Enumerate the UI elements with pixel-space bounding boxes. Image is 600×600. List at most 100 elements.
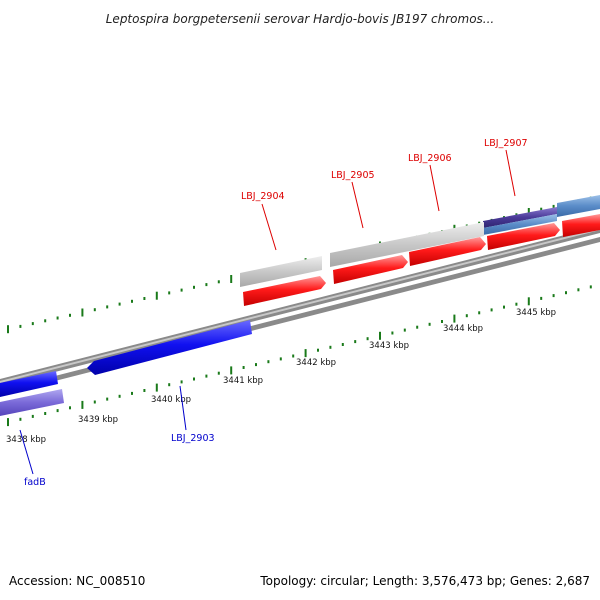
gene-label-LBJ_2905: LBJ_2905 bbox=[331, 170, 375, 181]
scale-label: 3443 kbp bbox=[369, 341, 409, 351]
major-tick bbox=[527, 297, 530, 306]
gene-arrow-LBJ_2905 bbox=[333, 255, 408, 284]
minor-tick bbox=[366, 337, 369, 341]
minor-tick bbox=[93, 308, 96, 312]
minor-tick bbox=[217, 371, 220, 375]
minor-tick bbox=[193, 285, 195, 289]
minor-tick bbox=[490, 308, 493, 312]
minor-tick bbox=[118, 302, 121, 306]
gene-label-fadB: fadB bbox=[24, 477, 46, 488]
minor-tick bbox=[465, 314, 468, 318]
map-title: Leptospira borgpetersenii serovar Hardjo… bbox=[106, 12, 495, 26]
minor-tick bbox=[205, 374, 208, 378]
gene-arrow-LBJ_2906 bbox=[409, 237, 486, 266]
minor-tick bbox=[19, 324, 22, 328]
gene-arrow-LBJ_2907 bbox=[487, 223, 560, 250]
minor-tick bbox=[341, 343, 344, 346]
gene-feature-purple bbox=[483, 207, 557, 228]
minor-tick bbox=[205, 283, 208, 287]
minor-tick bbox=[93, 400, 96, 404]
minor-tick bbox=[403, 328, 406, 332]
minor-tick bbox=[143, 389, 146, 392]
gene-arrow-LBJ_2903 bbox=[87, 320, 252, 375]
feature-row-gray bbox=[240, 222, 484, 287]
minor-tick bbox=[515, 302, 518, 306]
minor-tick bbox=[565, 291, 567, 295]
scale-label: 3440 kbp bbox=[151, 395, 191, 405]
minor-tick bbox=[180, 288, 183, 292]
major-tick bbox=[7, 325, 9, 334]
minor-tick bbox=[255, 363, 257, 367]
minor-tick bbox=[540, 296, 543, 300]
minor-tick bbox=[69, 406, 71, 410]
gene-feature-gray-1 bbox=[240, 256, 322, 287]
feature-row-red bbox=[243, 214, 600, 306]
label-leaders bbox=[19, 149, 516, 475]
minor-tick bbox=[44, 412, 47, 415]
minor-tick bbox=[354, 340, 357, 344]
major-tick bbox=[453, 314, 456, 323]
minor-tick bbox=[44, 319, 47, 323]
minor-tick bbox=[589, 285, 592, 289]
scale-label: 3442 kbp bbox=[296, 358, 336, 368]
gene-feature-steel-a bbox=[483, 214, 557, 235]
major-tick bbox=[155, 291, 158, 300]
scale-label: 3439 kbp bbox=[78, 415, 118, 425]
minor-tick bbox=[242, 366, 245, 369]
scale-label: 3444 kbp bbox=[443, 324, 483, 334]
minor-tick bbox=[131, 391, 133, 395]
gene-feature-steel-b bbox=[557, 195, 600, 217]
gene-label-LBJ_2907: LBJ_2907 bbox=[484, 138, 528, 149]
major-tick bbox=[304, 349, 307, 358]
minor-tick bbox=[193, 377, 195, 381]
gene-feature-gray-2 bbox=[330, 222, 484, 267]
minor-tick bbox=[478, 311, 481, 315]
gene-labels: LBJ_2904 LBJ_2905 LBJ_2906 LBJ_2907 LBJ_… bbox=[24, 138, 528, 488]
gene-arrow-next bbox=[562, 214, 600, 237]
major-tick bbox=[379, 331, 381, 340]
minor-tick bbox=[292, 354, 295, 358]
major-tick bbox=[230, 366, 233, 375]
minor-tick bbox=[416, 325, 419, 329]
major-tick bbox=[81, 308, 84, 317]
minor-tick bbox=[391, 331, 394, 335]
genome-summary-text: Topology: circular; Length: 3,576,473 bp… bbox=[260, 574, 590, 588]
scale-label: 3445 kbp bbox=[516, 308, 556, 318]
minor-tick bbox=[131, 299, 133, 303]
minor-tick bbox=[552, 294, 555, 298]
gene-arrow-fadB bbox=[0, 389, 64, 416]
minor-tick bbox=[118, 394, 121, 398]
gene-arrow-LBJ_2904 bbox=[243, 276, 326, 306]
scale-label: 3441 kbp bbox=[223, 376, 263, 386]
minor-tick bbox=[540, 207, 543, 211]
minor-tick bbox=[143, 297, 146, 300]
major-tick bbox=[7, 418, 9, 427]
minor-tick bbox=[180, 380, 183, 384]
major-tick bbox=[155, 383, 158, 392]
minor-tick bbox=[503, 305, 505, 309]
minor-tick bbox=[267, 360, 270, 364]
minor-tick bbox=[31, 322, 34, 326]
minor-tick bbox=[56, 316, 59, 320]
major-tick bbox=[230, 275, 233, 283]
minor-tick bbox=[217, 280, 220, 284]
gene-label-LBJ_2904: LBJ_2904 bbox=[241, 191, 285, 202]
gene-label-LBJ_2903: LBJ_2903 bbox=[171, 433, 215, 444]
minor-tick bbox=[317, 348, 319, 352]
minor-tick bbox=[428, 322, 431, 326]
minor-tick bbox=[19, 417, 22, 421]
scale-labels: 3438 kbp 3439 kbp 3440 kbp 3441 kbp 3442… bbox=[6, 308, 556, 445]
minor-tick bbox=[279, 357, 282, 361]
minor-tick bbox=[69, 313, 71, 317]
feature-row-blue bbox=[0, 320, 252, 416]
scale-label: 3438 kbp bbox=[6, 435, 46, 445]
gene-label-LBJ_2906: LBJ_2906 bbox=[408, 153, 452, 164]
minor-tick bbox=[168, 291, 171, 295]
minor-tick bbox=[106, 305, 109, 309]
major-tick bbox=[81, 400, 84, 409]
minor-tick bbox=[441, 320, 443, 323]
feature-row-top bbox=[483, 195, 600, 235]
accession-text: Accession: NC_008510 bbox=[9, 574, 146, 588]
minor-tick bbox=[106, 397, 109, 401]
minor-tick bbox=[31, 414, 34, 418]
